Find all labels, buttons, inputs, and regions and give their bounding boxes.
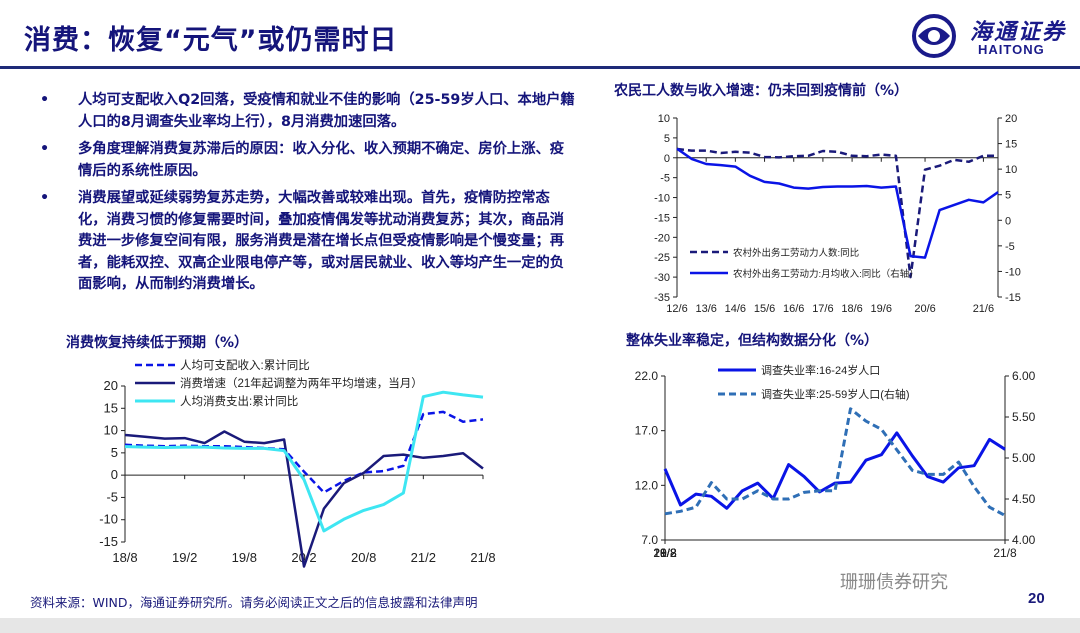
y-tick-label-right: -15 <box>1005 292 1021 304</box>
y-tick-label: 7.0 <box>641 533 658 547</box>
legend-label: 人均消费支出:累计同比 <box>180 394 298 408</box>
bullet-item: • 多角度理解消费复苏滞后的原因：收入分化、收入预期不确定、房价上涨、疫情后的系统… <box>38 139 578 182</box>
y-tick-label-right: 0 <box>1005 215 1011 227</box>
y-tick-label: 12.0 <box>635 478 659 492</box>
y-tick-label: 10 <box>658 113 670 125</box>
x-tick-label: 19/6 <box>871 303 892 315</box>
y-tick-label: -35 <box>654 292 670 304</box>
x-tick-label: 19/8 <box>232 550 257 565</box>
series-line-1 <box>676 147 999 259</box>
y-tick-label: 15 <box>104 400 118 415</box>
x-tick-label: 16/6 <box>783 303 804 315</box>
footer-bar <box>0 618 1080 633</box>
y-tick-label: 10 <box>104 423 118 438</box>
x-tick-label: 20/2 <box>291 550 316 565</box>
series-line-0 <box>663 431 1006 510</box>
y-tick-label-right: 15 <box>1005 139 1017 151</box>
y-tick-label: -25 <box>654 252 670 264</box>
x-tick-label: 18/8 <box>653 546 677 560</box>
y-tick-label: -5 <box>106 489 118 504</box>
legend-label: 农村外出务工劳动力人数:同比 <box>733 247 859 259</box>
x-tick-label: 20/8 <box>351 550 376 565</box>
x-tick-label: 14/6 <box>725 303 746 315</box>
watermark: 珊珊债券研究 <box>840 572 948 593</box>
legend-label: 消费增速（21年起调整为两年平均增速，当月） <box>180 376 423 390</box>
x-tick-label: 13/6 <box>695 303 716 315</box>
bullet-item: • 人均可支配收入Q2回落，受疫情和就业不佳的影响（25-59岁人口、本地户籍人口… <box>38 90 578 133</box>
y-tick-label-right: 5 <box>1005 190 1011 202</box>
y-tick-label-right: 20 <box>1005 113 1017 125</box>
bullet-dot-icon: • <box>40 92 50 108</box>
y-tick-label: -10 <box>99 512 118 527</box>
y-tick-label: 17.0 <box>635 424 659 438</box>
bullet-text: 多角度理解消费复苏滞后的原因：收入分化、收入预期不确定、房价上涨、疫情后的系统性… <box>78 141 565 179</box>
source-note: 资料来源：WIND，海通证券研究所。请务必阅读正文之后的信息披露和法律声明 <box>30 595 478 610</box>
x-tick-label: 19/2 <box>653 546 677 560</box>
y-tick-label-right: -10 <box>1005 266 1021 278</box>
haitong-logo-icon <box>912 14 956 58</box>
legend-label: 调查失业率:16-24岁人口 <box>761 363 880 377</box>
x-tick-label: 21/8 <box>993 546 1017 560</box>
y-tick-label: 0 <box>111 467 118 482</box>
x-tick-label: 18/8 <box>112 550 137 565</box>
x-tick-label: 20/2 <box>653 546 677 560</box>
y-tick-label: -15 <box>99 534 118 549</box>
x-tick-label: 18/6 <box>841 303 862 315</box>
page-number: 20 <box>1028 590 1045 607</box>
title-rule <box>0 66 1080 69</box>
y-tick-label-right: 5.50 <box>1012 410 1036 424</box>
bullet-list: • 人均可支配收入Q2回落，受疫情和就业不佳的影响（25-59岁人口、本地户籍人口… <box>38 90 578 302</box>
y-tick-label-right: 6.00 <box>1012 369 1036 383</box>
page-title: 消费：恢复“元气”或仍需时日 <box>24 25 398 56</box>
chart-migrant-workers: 10 5 0 -5 -10 -15 -20 -25 -30 -35 20 15 10 5 0 -5 -10 -15… <box>654 113 1021 315</box>
x-tick-label: 21/6 <box>973 303 994 315</box>
y-tick-label: -30 <box>654 272 670 284</box>
legend-label: 调查失业率:25-59岁人口(右轴) <box>761 387 910 401</box>
chart1-title: 消费恢复持续低于预期（%） <box>66 335 249 351</box>
legend-label: 人均可支配收入:累计同比 <box>180 358 310 372</box>
y-tick-label: 20 <box>104 378 118 393</box>
y-tick-label: -15 <box>654 212 670 224</box>
x-tick-label: 17/6 <box>812 303 833 315</box>
logo-text-cn: 海通证券 <box>970 19 1067 45</box>
x-tick-label: 21/2 <box>653 546 677 560</box>
bullet-item: • 消费展望或延续弱势复苏走势，大幅改善或较难出现。首先，疫情防控常态化，消费习惯… <box>38 188 578 296</box>
series-line-1 <box>124 430 484 568</box>
bullet-text: 人均可支配收入Q2回落，受疫情和就业不佳的影响（25-59岁人口、本地户籍人口的… <box>78 92 575 130</box>
bullet-dot-icon: • <box>40 141 50 157</box>
x-tick-label: 20/6 <box>914 303 935 315</box>
series-line-2 <box>124 390 484 533</box>
haitong-logo: 海通证券 HAITONG <box>908 12 1068 62</box>
y-tick-label-right: 5.00 <box>1012 451 1036 465</box>
logo-text-en: HAITONG <box>978 42 1045 57</box>
y-tick-label: -10 <box>654 193 670 205</box>
chart3-title: 整体失业率稳定，但结构数据分化（%） <box>626 333 879 349</box>
y-tick-label-right: -5 <box>1005 241 1015 253</box>
x-tick-label: 19/8 <box>653 546 677 560</box>
y-tick-label: 22.0 <box>635 369 659 383</box>
y-tick-label-right: 4.00 <box>1012 533 1036 547</box>
y-tick-label: 0 <box>664 153 670 165</box>
y-tick-label: 5 <box>664 133 670 145</box>
x-tick-label: 15/6 <box>754 303 775 315</box>
y-tick-label: -20 <box>654 232 670 244</box>
x-tick-label: 20/8 <box>653 546 677 560</box>
y-tick-label: -5 <box>660 173 670 185</box>
x-tick-label: 12/6 <box>666 303 687 315</box>
x-tick-label: 19/2 <box>172 550 197 565</box>
x-tick-label: 21/8 <box>470 550 495 565</box>
x-tick-label: 21/2 <box>411 550 436 565</box>
y-tick-label-right: 10 <box>1005 164 1017 176</box>
chart-unemployment: 22.0 17.0 12.0 7.0 6.00 5.50 5.00 4.50 4.00 18/81… <box>635 363 1036 560</box>
bullet-dot-icon: • <box>40 190 50 206</box>
chart2-title: 农民工人数与收入增速：仍未回到疫情前（%） <box>614 83 909 99</box>
y-tick-label-right: 4.50 <box>1012 492 1036 506</box>
y-tick-label: 5 <box>111 445 118 460</box>
bullet-text: 消费展望或延续弱势复苏走势，大幅改善或较难出现。首先，疫情防控常态化，消费习惯的… <box>78 190 565 292</box>
legend-label: 农村外出务工劳动力:月均收入:同比（右轴） <box>733 268 919 280</box>
